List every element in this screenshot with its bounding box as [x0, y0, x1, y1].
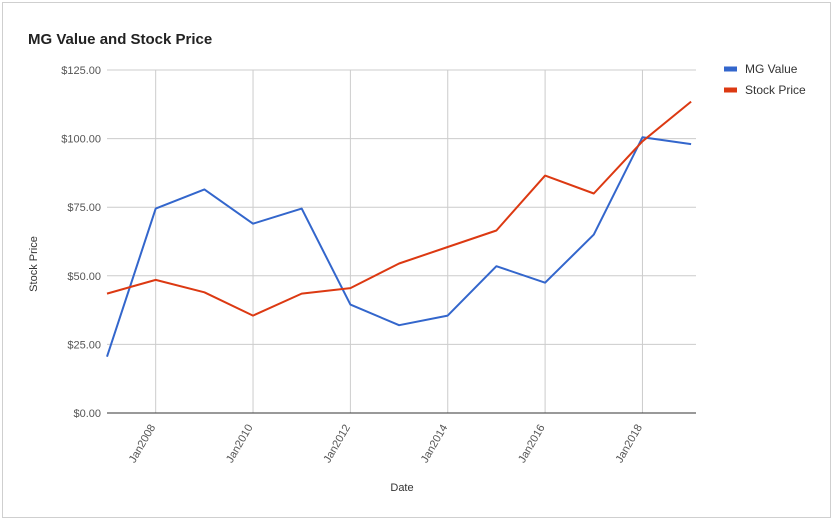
- x-axis-title: Date: [390, 482, 413, 494]
- series-lines: [106, 100, 692, 358]
- x-tick-label: Jan2008: [127, 423, 159, 466]
- legend-label: Stock Price: [745, 83, 806, 97]
- legend-label: MG Value: [745, 62, 798, 76]
- x-tick-label: Jan2014: [419, 423, 451, 466]
- y-tick-label: $75.00: [67, 202, 101, 214]
- y-axis-ticks: $0.00 $25.00 $50.00 $75.00 $100.00 $125.00: [61, 65, 101, 420]
- x-tick-label: Jan2016: [516, 423, 548, 466]
- x-axis-ticks: Jan2008 Jan2010 Jan2012 Jan2014 Jan2016 Jan20…: [127, 423, 645, 466]
- x-tick-label: Jan2010: [224, 423, 256, 466]
- y-tick-label: $0.00: [73, 408, 101, 420]
- series-line-mg-value: [106, 136, 692, 358]
- y-tick-label: $25.00: [67, 339, 101, 351]
- grid-lines: [107, 69, 696, 413]
- x-tick-label: Jan2018: [614, 423, 646, 466]
- y-tick-label: $100.00: [61, 134, 101, 146]
- y-axis-title: Stock Price: [28, 236, 40, 292]
- legend: MG Value Stock Price: [724, 62, 806, 97]
- x-tick-label: Jan2012: [321, 423, 353, 466]
- y-tick-label: $50.00: [67, 271, 101, 283]
- y-tick-label: $125.00: [61, 65, 101, 77]
- series-line-stock-price: [106, 100, 692, 317]
- chart-title: MG Value and Stock Price: [28, 31, 212, 48]
